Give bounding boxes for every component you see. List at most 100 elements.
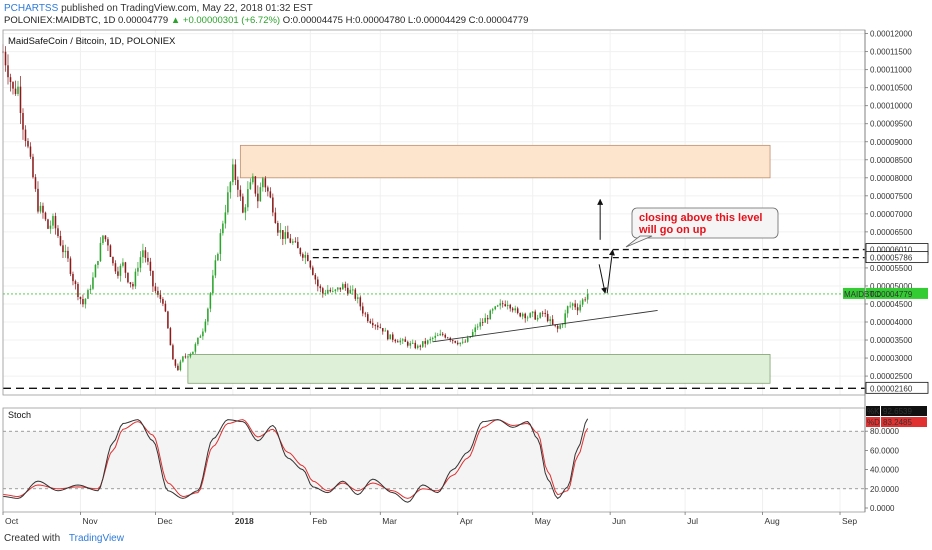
candle (52, 213, 54, 230)
candle-body (469, 336, 472, 338)
candle (272, 193, 274, 217)
d-tag-label: %D (867, 418, 880, 427)
price-label-2: 0.00002160 (870, 384, 913, 393)
candle-body (32, 156, 34, 178)
candle-body (37, 188, 39, 212)
current-price-box (866, 287, 928, 299)
candle (444, 333, 447, 339)
candle (17, 80, 19, 97)
candle-body (569, 305, 571, 307)
candle-body (441, 333, 444, 335)
candle-body (147, 257, 149, 262)
candle-body (64, 250, 67, 253)
candle (289, 234, 292, 244)
candle-body (269, 191, 272, 198)
candle-body (219, 233, 222, 254)
candle-body (581, 299, 584, 305)
candle (337, 287, 339, 292)
candle (454, 340, 457, 344)
candle (254, 175, 257, 197)
y-tick-label: 0.00003500 (870, 336, 913, 345)
candle (97, 260, 99, 269)
candle (556, 324, 559, 333)
candle-body (272, 197, 274, 213)
k-tag (866, 406, 880, 416)
candle (19, 75, 22, 125)
candle-body (144, 250, 147, 258)
candle-body (479, 322, 481, 327)
candle-body (332, 290, 334, 292)
candle (486, 314, 489, 324)
candle-body (274, 212, 277, 224)
candle (312, 265, 314, 276)
candle (197, 337, 199, 346)
candle-body (379, 327, 382, 329)
candle (177, 363, 179, 371)
candle-body (319, 286, 322, 289)
candle-body (262, 178, 264, 188)
y-tick-label: 0.00009500 (870, 120, 913, 129)
candle-body (541, 312, 544, 314)
candle-body (92, 277, 94, 289)
footer: Created with TradingView (4, 533, 124, 544)
candle (544, 309, 546, 318)
candle-body (474, 327, 477, 332)
candle (257, 185, 259, 209)
candle (117, 266, 119, 279)
candle-body (544, 312, 546, 314)
candle-body (317, 279, 319, 287)
candle (531, 311, 534, 318)
candle-body (524, 313, 526, 319)
candle (456, 340, 459, 346)
candle-body (12, 82, 14, 89)
candle-body (192, 351, 194, 354)
candle (37, 181, 39, 214)
candle-body (82, 299, 84, 305)
candle-body (297, 241, 299, 249)
candle (494, 305, 496, 311)
d-tag (866, 417, 880, 427)
y-tick-label: 0.00010000 (870, 102, 913, 111)
candle (244, 204, 247, 221)
candle (29, 142, 32, 159)
candle (367, 312, 369, 323)
candle (242, 193, 244, 214)
annotation-callout: closing above this level will go on up (625, 207, 779, 248)
candle (72, 271, 74, 286)
k-value: 92.6539 (883, 407, 912, 416)
candle-body (302, 254, 304, 258)
candle-body (359, 297, 362, 307)
candle (184, 353, 187, 359)
candle (521, 312, 524, 320)
candle (389, 334, 392, 340)
candle-body (377, 325, 379, 328)
candle-body (511, 308, 514, 311)
candle (441, 332, 444, 337)
candle-body (282, 230, 284, 239)
candle (559, 323, 561, 330)
candle-body (174, 359, 177, 366)
candle-body (546, 313, 549, 322)
candle-body (314, 274, 317, 280)
stoch-band (3, 431, 865, 489)
y-tick-label: 0.00005000 (870, 282, 913, 291)
current-price-value: 0.00004779 (870, 290, 913, 299)
candle-body (369, 321, 372, 323)
candle-body (509, 304, 511, 309)
candle (344, 281, 347, 291)
candle-body (112, 256, 114, 264)
candle-body (114, 263, 117, 272)
candle-body (257, 193, 259, 202)
candle-body (556, 325, 559, 329)
candle (7, 54, 9, 85)
footer-brand[interactable]: TradingView (68, 533, 124, 544)
candle (199, 334, 202, 338)
candle (357, 293, 359, 304)
candle-body (322, 288, 324, 294)
stoch-tick-label: 80.0000 (870, 427, 899, 436)
candle (516, 306, 519, 315)
candle (67, 246, 69, 263)
publisher-name[interactable]: PCHARTSS (4, 3, 59, 14)
candle (399, 337, 402, 346)
